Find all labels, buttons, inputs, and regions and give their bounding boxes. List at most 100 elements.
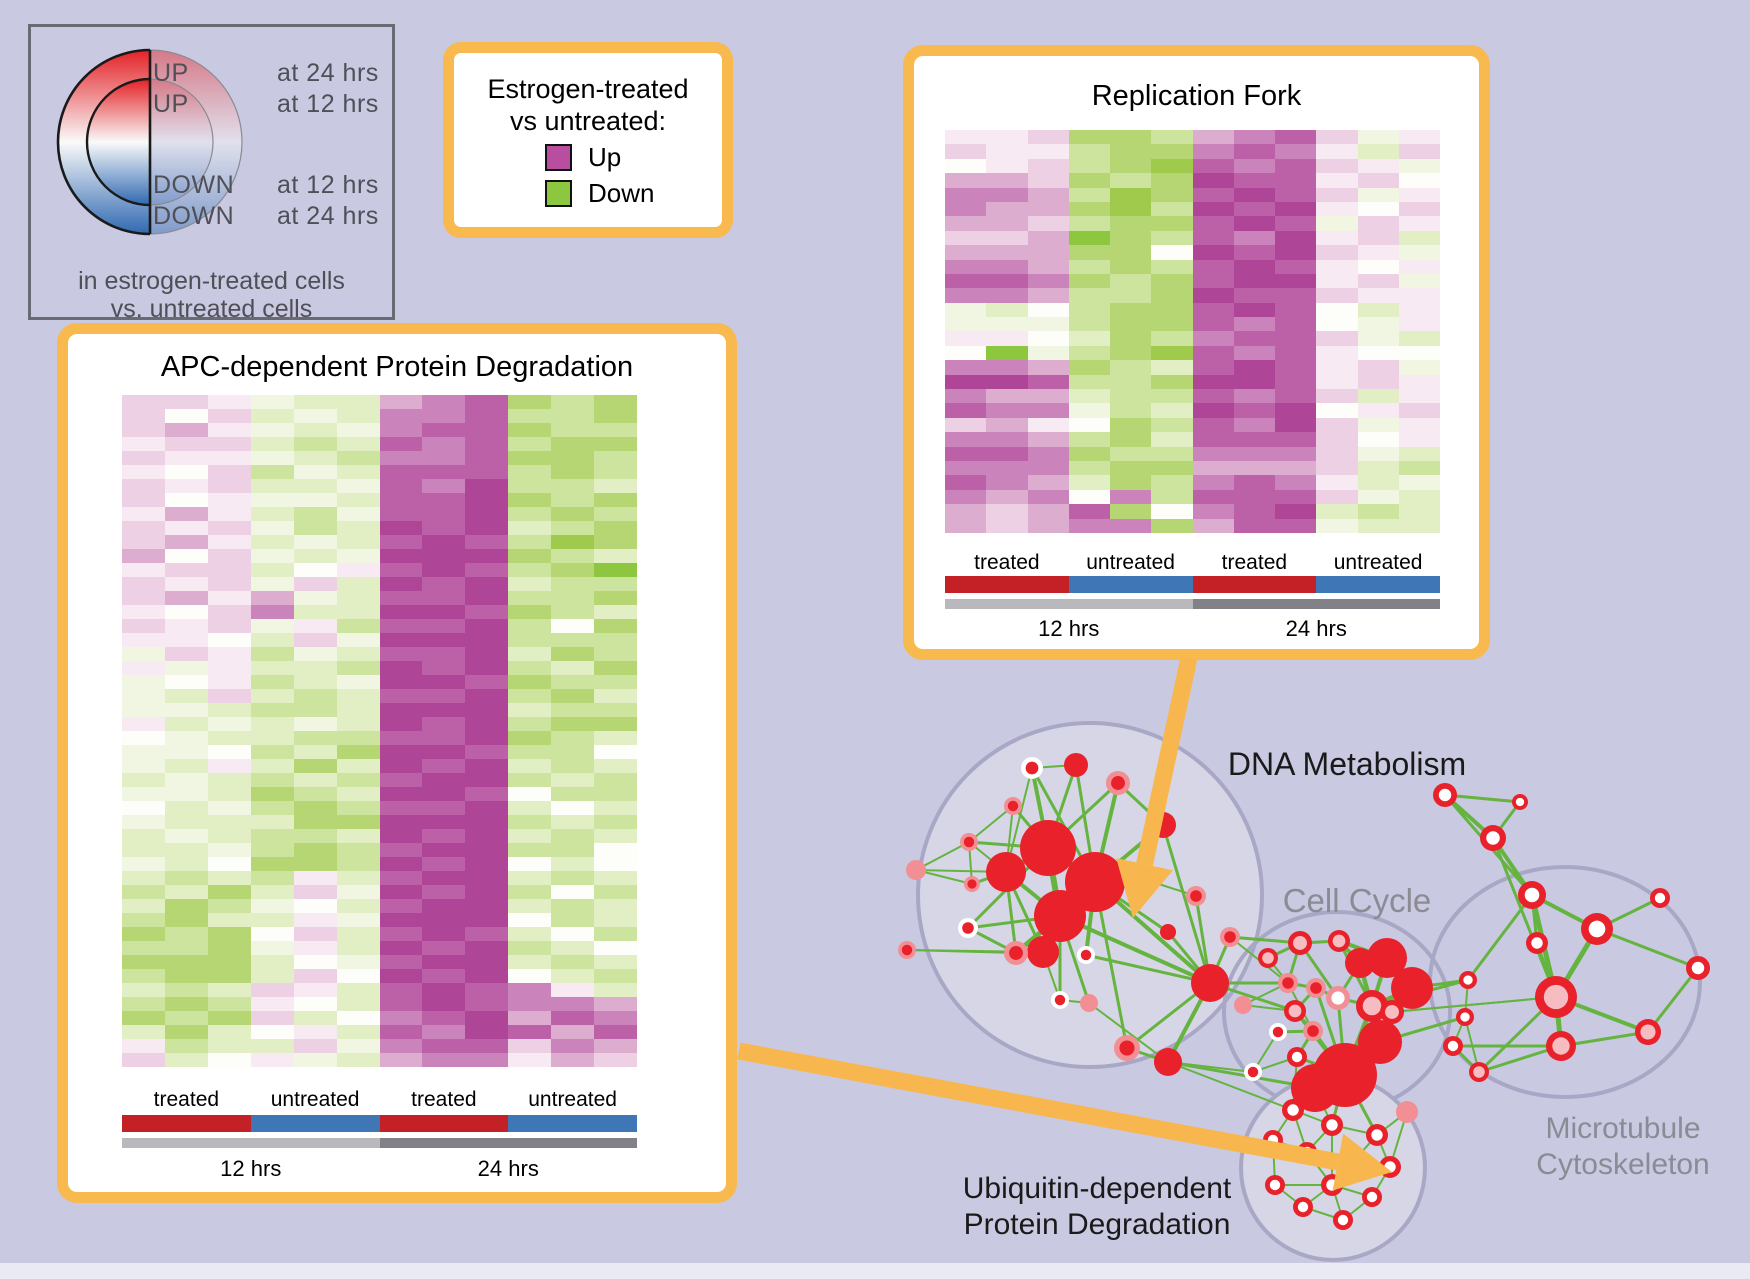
heatmap-cell xyxy=(122,759,165,773)
heatmap-cell xyxy=(1316,216,1358,231)
heatmap-cell xyxy=(1151,230,1193,246)
heatmap-cell xyxy=(945,460,987,476)
heatmap-cell xyxy=(1027,331,1069,346)
heatmap-cell xyxy=(250,605,294,619)
heatmap-cell xyxy=(551,983,595,997)
heatmap-cell xyxy=(1192,489,1234,505)
heatmap-cell xyxy=(945,245,987,260)
heatmap-cell xyxy=(945,288,987,303)
heatmap-cell xyxy=(1316,130,1358,145)
heatmap-cell xyxy=(465,535,509,549)
heatmap-cell xyxy=(250,409,294,423)
heatmap-cell xyxy=(422,843,466,857)
heatmap-cell xyxy=(1068,389,1110,404)
heatmap-cell xyxy=(379,535,423,549)
heatmap-cell xyxy=(465,801,509,815)
heatmap-cell xyxy=(122,689,165,703)
heatmap-cell xyxy=(422,465,466,479)
heatmap-cell xyxy=(1027,345,1069,361)
heatmap-cell xyxy=(164,1025,208,1039)
heatmap-cell xyxy=(551,815,595,829)
heatmap-cell xyxy=(379,717,423,731)
heatmap-cell xyxy=(422,479,466,493)
heatmap-cell xyxy=(1316,504,1358,519)
apc-title: APC-dependent Protein Degradation xyxy=(160,351,634,383)
heatmap-cell xyxy=(1151,417,1193,433)
heatmap-cell xyxy=(508,927,552,941)
heatmap-cell xyxy=(422,451,466,465)
heatmap-cell xyxy=(379,773,423,787)
heatmap-cell xyxy=(122,437,165,451)
heatmap-cell xyxy=(465,521,509,535)
heatmap-cell xyxy=(1068,216,1110,231)
network-node xyxy=(1362,1187,1382,1207)
network-edge xyxy=(1005,805,1014,873)
cluster-label-ubiquitin-dependent-protein-degradation: Protein Degradation xyxy=(964,1208,1231,1241)
heatmap-cell xyxy=(551,717,595,731)
heatmap-cell xyxy=(336,619,380,633)
network-edge xyxy=(1314,986,1340,1000)
heatmap-cell xyxy=(250,871,294,885)
network-edge xyxy=(1041,914,1062,954)
heatmap-cell xyxy=(336,647,380,661)
heatmap-cell xyxy=(508,913,552,927)
network-edge xyxy=(1057,879,1098,919)
network-edge xyxy=(1287,982,1314,1032)
network-edge xyxy=(1553,926,1600,1000)
network-node xyxy=(1379,1156,1401,1178)
heatmap-cell xyxy=(1357,230,1399,246)
color-key-item: Up xyxy=(454,141,722,173)
heatmap-cell xyxy=(551,619,595,633)
heatmap-cell xyxy=(336,1011,380,1025)
heatmap-cell xyxy=(293,997,337,1011)
heatmap-cell xyxy=(594,745,638,759)
heatmap-cell xyxy=(379,395,423,409)
heatmap-cell xyxy=(1398,475,1440,490)
heatmap-cell xyxy=(551,745,595,759)
heatmap-cell xyxy=(1151,288,1193,303)
heatmap-cell xyxy=(122,465,165,479)
cluster-label-dna-metabolism: DNA Metabolism xyxy=(1228,746,1466,782)
heatmap-cell xyxy=(293,731,337,745)
heatmap-cell xyxy=(422,619,466,633)
heatmap-cell xyxy=(594,493,638,507)
heatmap-cell xyxy=(293,423,337,437)
direction-label: DOWN xyxy=(153,171,235,199)
heatmap-cell xyxy=(508,703,552,717)
heatmap-cell xyxy=(122,619,165,633)
heatmap-cell xyxy=(508,787,552,801)
network-edge xyxy=(1058,914,1091,1005)
heatmap-row xyxy=(122,549,638,563)
network-edge xyxy=(1267,957,1289,984)
heatmap-cell xyxy=(465,479,509,493)
heatmap-cell xyxy=(1275,216,1317,231)
heatmap-cell xyxy=(1110,489,1152,505)
network-edge xyxy=(1005,767,1033,873)
network-edge xyxy=(1045,845,1098,885)
heatmap-cell xyxy=(336,885,380,899)
heatmap-cell xyxy=(594,437,638,451)
heatmap-row xyxy=(122,507,638,521)
heatmap-cell xyxy=(293,1039,337,1053)
network-edge xyxy=(1331,1166,1391,1186)
heatmap-cell xyxy=(508,409,552,423)
heatmap-row xyxy=(122,927,638,941)
heatmap-cell xyxy=(1316,374,1358,390)
heatmap-cell xyxy=(336,955,380,969)
heatmap-cell xyxy=(207,997,251,1011)
network-edge xyxy=(915,869,973,885)
heatmap-cell xyxy=(1357,489,1399,505)
heatmap-cell xyxy=(379,1025,423,1039)
condition-bar xyxy=(1068,576,1193,593)
heatmap-cell xyxy=(986,360,1028,375)
heatmap-cell xyxy=(207,983,251,997)
heatmap-cell xyxy=(986,475,1028,490)
network-edge xyxy=(1529,892,1559,1000)
heatmap-cell xyxy=(1357,432,1399,447)
network-node xyxy=(1306,978,1326,998)
heatmap-cell xyxy=(336,857,380,871)
heatmap-cell xyxy=(1233,475,1275,490)
condition-bar xyxy=(1316,576,1440,593)
heatmap-row xyxy=(122,801,638,815)
heatmap-cell xyxy=(508,717,552,731)
